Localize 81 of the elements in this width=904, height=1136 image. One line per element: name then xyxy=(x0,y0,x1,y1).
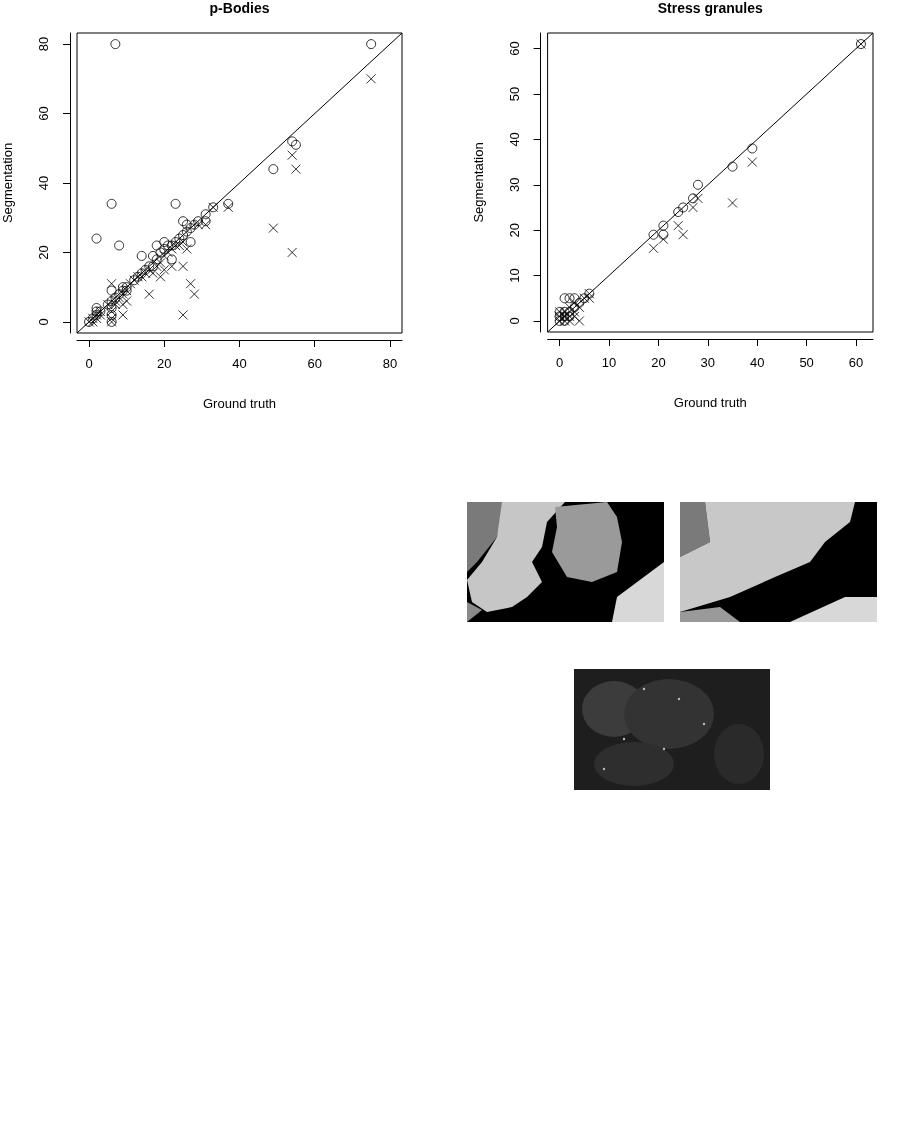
point xyxy=(673,207,684,217)
x-tick-label: 0 xyxy=(85,356,93,371)
point xyxy=(569,293,580,304)
point xyxy=(110,39,121,50)
y-tick-label: 0 xyxy=(36,318,51,326)
point xyxy=(747,143,758,154)
point xyxy=(268,164,279,175)
point xyxy=(166,261,177,272)
point xyxy=(287,247,298,258)
point xyxy=(658,229,669,240)
point xyxy=(181,243,192,254)
chart-title: p-Bodies xyxy=(209,0,270,16)
point xyxy=(178,309,189,320)
point xyxy=(648,243,659,254)
x-tick-label: 40 xyxy=(232,356,247,371)
x-tick-label: 40 xyxy=(749,355,765,370)
point xyxy=(189,219,200,230)
x-tick-label: 30 xyxy=(700,355,716,370)
x-axis-title: Ground truth xyxy=(203,396,276,411)
point xyxy=(106,198,117,209)
point xyxy=(185,237,196,248)
point xyxy=(114,240,125,251)
chart-title: Stress granules xyxy=(657,0,764,16)
point xyxy=(673,220,684,231)
point xyxy=(564,293,575,304)
y-tick-label: 10 xyxy=(506,268,522,283)
point xyxy=(366,73,377,84)
y-tick-label: 60 xyxy=(506,41,522,56)
x-tick-label: 20 xyxy=(651,355,666,370)
point xyxy=(106,278,117,289)
point xyxy=(174,233,185,244)
point xyxy=(185,278,196,289)
point xyxy=(163,247,174,258)
x-tick-label: 50 xyxy=(799,355,814,370)
point xyxy=(166,254,177,265)
point xyxy=(747,157,758,168)
y-tick-label: 40 xyxy=(36,175,51,191)
y-axis-title: Segmentation xyxy=(470,142,486,223)
y-tick-label: 40 xyxy=(506,132,522,147)
y-tick-label: 50 xyxy=(506,86,522,102)
y-tick-label: 80 xyxy=(36,36,51,52)
x-tick-label: 60 xyxy=(848,355,864,370)
point xyxy=(290,164,301,175)
point xyxy=(178,230,189,241)
point xyxy=(155,271,166,282)
point xyxy=(678,229,689,240)
point xyxy=(174,240,185,251)
x-tick-label: 10 xyxy=(601,355,617,370)
point xyxy=(170,198,181,209)
point xyxy=(287,150,298,161)
x-tick-label: 60 xyxy=(307,356,322,371)
y-tick-label: 20 xyxy=(36,245,51,260)
point xyxy=(223,202,234,213)
y-tick-label: 60 xyxy=(36,106,51,121)
point xyxy=(151,240,162,251)
point xyxy=(144,289,155,300)
point xyxy=(727,197,738,208)
point xyxy=(692,179,703,190)
point xyxy=(178,261,189,272)
y-tick-label: 20 xyxy=(506,222,522,238)
point xyxy=(366,39,377,50)
y-tick-label: 30 xyxy=(506,177,522,192)
point xyxy=(692,193,703,204)
x-axis-title: Ground truth xyxy=(673,395,747,410)
point xyxy=(569,302,580,313)
point xyxy=(658,220,669,231)
point xyxy=(91,233,102,244)
x-tick-label: 20 xyxy=(157,356,172,371)
point xyxy=(189,289,200,300)
point xyxy=(181,226,192,237)
y-tick-label: 0 xyxy=(506,317,522,325)
point xyxy=(688,193,699,204)
point xyxy=(223,198,234,209)
point xyxy=(688,202,699,213)
point xyxy=(678,202,689,213)
x-tick-label: 80 xyxy=(382,356,398,371)
x-tick-label: 0 xyxy=(556,355,564,370)
point xyxy=(727,161,738,172)
y-axis-title: Segmentation xyxy=(0,142,15,224)
point xyxy=(136,250,147,261)
point xyxy=(268,223,279,234)
